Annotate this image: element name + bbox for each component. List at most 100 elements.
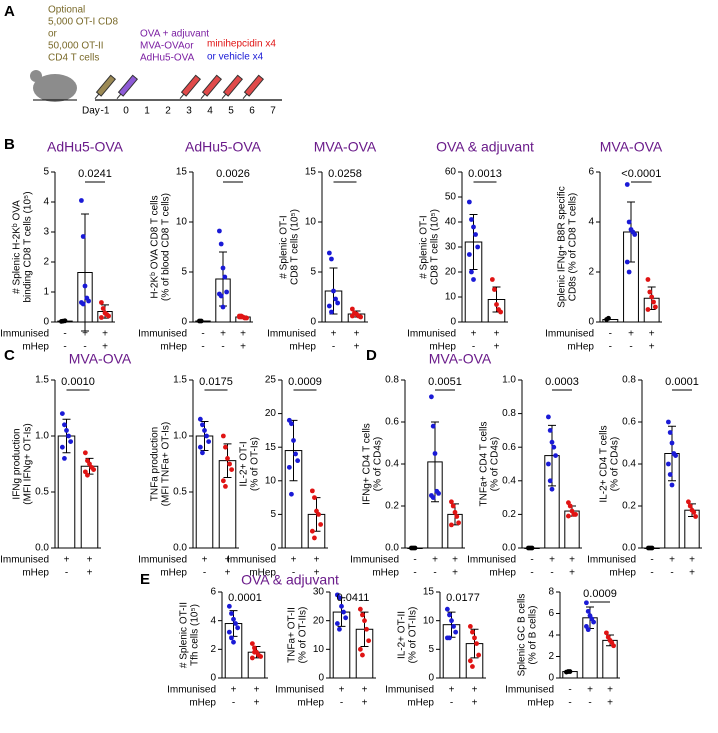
data-point — [79, 198, 84, 203]
y-tick-label: 5 — [181, 267, 187, 278]
y-tick-label: 30 — [445, 242, 457, 253]
y-axis-label: (% of blood CD8 T cells) — [161, 193, 172, 301]
y-tick-label: 0.0 — [173, 543, 187, 554]
data-point — [573, 512, 578, 517]
y-tick-label: 0 — [43, 317, 49, 328]
row-label: Immunised — [505, 685, 554, 696]
data-point — [546, 414, 551, 420]
row-label: Immunised — [587, 555, 636, 566]
immunised-sign: + — [452, 555, 458, 566]
data-point — [547, 428, 553, 433]
syringe — [94, 74, 117, 100]
y-tick-label: 0 — [181, 317, 187, 328]
data-point — [667, 430, 673, 435]
data-point — [693, 514, 698, 519]
y-axis-label: Splenic IFNg+ B8R specific — [557, 186, 568, 307]
data-point — [669, 440, 675, 446]
data-point — [585, 627, 591, 633]
data-point — [673, 453, 678, 458]
row-label: mHep — [297, 698, 324, 709]
data-point — [364, 626, 369, 632]
data-point — [691, 509, 697, 515]
y-tick-label: 6 — [548, 608, 554, 619]
data-point — [467, 624, 473, 629]
data-point — [686, 499, 691, 505]
data-point — [475, 244, 481, 250]
data-point — [606, 315, 611, 321]
y-axis-label: # Splenic OT-II — [179, 602, 190, 668]
data-point — [456, 520, 461, 526]
treatment-text: minihepcidin x4 — [207, 39, 276, 50]
mouse-ear — [30, 70, 42, 82]
y-tick-label: 20 — [265, 408, 277, 419]
data-point — [220, 265, 226, 271]
y-tick-label: 0 — [548, 673, 554, 684]
immunised-sign: + — [472, 685, 478, 696]
y-axis-label: binding CD8 T cells (10⁵) — [23, 191, 34, 302]
data-point — [449, 499, 454, 505]
y-tick-label: 0 — [588, 317, 594, 328]
y-axis-label: TNFa production — [150, 427, 161, 501]
data-point — [62, 318, 68, 324]
immunised-sign: + — [220, 329, 226, 340]
data-point — [529, 545, 535, 551]
row-label: Immunised — [0, 555, 49, 566]
y-axis-label: (% of CD4s) — [373, 437, 384, 491]
data-point — [200, 422, 205, 428]
data-point — [226, 629, 232, 635]
data-point — [86, 298, 91, 304]
y-tick-label: 10 — [176, 217, 188, 228]
mhep-sign: - — [450, 698, 453, 709]
data-point — [289, 491, 294, 497]
y-tick-label: 2 — [43, 257, 49, 268]
y-axis-label: # Splenic OT-I — [419, 215, 430, 278]
y-tick-label: 0.2 — [622, 501, 636, 512]
data-point — [546, 461, 551, 467]
immunised-sign: + — [314, 555, 320, 566]
row-label: Immunised — [267, 329, 316, 340]
data-point — [331, 288, 336, 294]
data-point — [85, 472, 90, 478]
data-point — [652, 304, 658, 310]
data-point — [476, 652, 482, 658]
data-point — [447, 612, 452, 618]
data-point — [291, 438, 296, 443]
chart-title: MVA-OVA — [314, 139, 377, 155]
data-point — [82, 450, 88, 456]
day-number: 5 — [228, 106, 234, 117]
error-bar — [81, 213, 89, 332]
immunised-sign: + — [87, 555, 93, 566]
y-tick-label: 4 — [210, 615, 216, 626]
data-point — [449, 522, 454, 528]
data-point — [343, 615, 349, 621]
data-point — [80, 234, 86, 239]
y-tick-label: 0.5 — [173, 487, 187, 498]
panel-label: D — [366, 347, 377, 364]
data-point — [494, 302, 499, 307]
mhep-sign: - — [332, 342, 335, 353]
y-axis-label: # Splenic H-2Kᵇ OVA — [12, 200, 23, 294]
mhep-sign: - — [588, 698, 591, 709]
y-tick-label: 0 — [270, 543, 276, 554]
data-point — [249, 655, 255, 661]
row-label: Immunised — [0, 329, 49, 340]
cells-text: Optional — [48, 5, 85, 16]
data-point — [62, 456, 67, 461]
data-point — [624, 259, 630, 265]
data-point — [64, 428, 69, 433]
data-point — [669, 482, 675, 488]
y-tick-label: 1.0 — [35, 431, 49, 442]
mhep-sign: - — [221, 342, 224, 353]
mhep-sign: - — [413, 568, 416, 579]
immunised-sign: + — [254, 685, 260, 696]
p-value: 0.0001 — [228, 592, 262, 604]
immunised-sign: + — [689, 555, 695, 566]
data-point — [466, 252, 472, 257]
day-number: 2 — [165, 106, 171, 117]
data-point — [471, 277, 476, 282]
data-point — [647, 289, 653, 295]
y-axis-label: (% of OT-IIs) — [408, 607, 419, 664]
cells-text: 50,000 OT-II — [48, 41, 104, 52]
y-axis-label: IL-2+ OT-I — [239, 441, 250, 486]
immunised-sign: - — [568, 685, 571, 696]
